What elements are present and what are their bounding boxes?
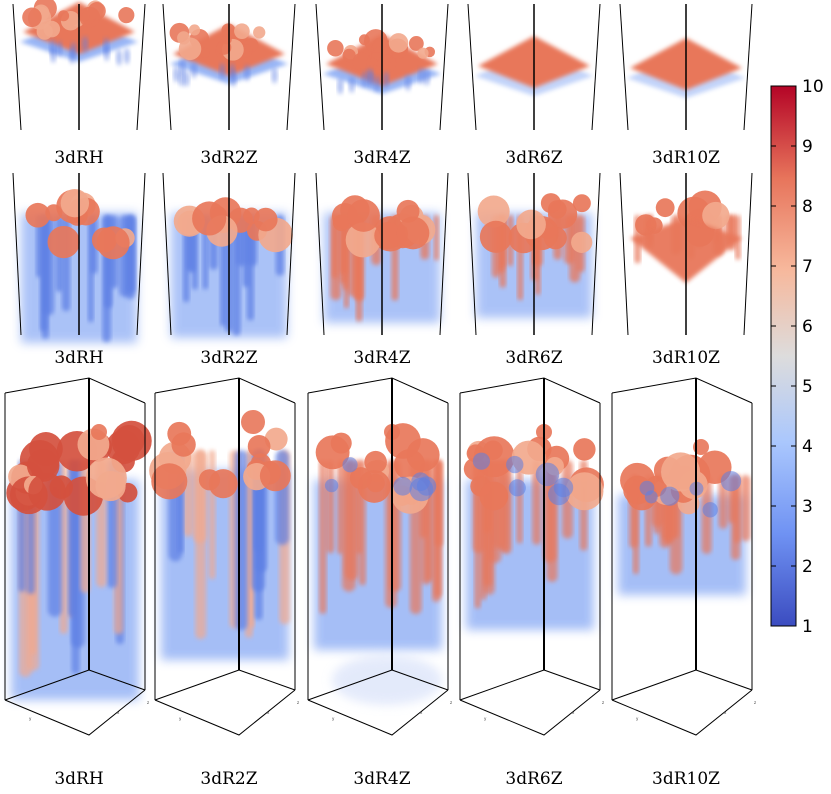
colorbar-tick-label: 3: [802, 497, 813, 517]
panel-r1-c3: 3dR4Z: [315, 3, 449, 168]
panel-label: 3dR6Z: [505, 148, 562, 168]
panel-label: 3dR2Z: [200, 148, 257, 168]
box-edge-right: [136, 172, 146, 336]
box-frame: [307, 377, 449, 736]
panel-r1-c5: 3dR10Z: [619, 3, 753, 168]
box-edge-right: [439, 172, 449, 336]
colorbar-tick-label: 2: [802, 557, 813, 577]
panel-r3-c1: y x z 3dRH: [4, 377, 152, 789]
panel-r1-c4: 3dR6Z: [467, 3, 601, 168]
axis-label-z: z: [602, 700, 604, 705]
colorbar-tick-label: 8: [802, 197, 813, 217]
panel-label: 3dR10Z: [652, 348, 720, 368]
box-edge-right: [286, 172, 296, 336]
panel-r2-c1: 3dRH: [12, 172, 146, 368]
panel-label: 3dR4Z: [353, 348, 410, 368]
axis-label-x: x: [117, 710, 120, 715]
box-edge-right: [591, 3, 601, 131]
box-frame: [4, 377, 146, 736]
axis-label-z: z: [450, 700, 452, 705]
colorbar-bar: [770, 85, 797, 627]
colorbar-tick-label: 6: [802, 317, 813, 337]
volume-render: [314, 423, 443, 705]
volume-render: [149, 410, 291, 660]
panel-label: 3dRH: [54, 348, 103, 368]
box-edge-right: [743, 172, 753, 336]
panel-label: 3dR6Z: [505, 348, 562, 368]
box-edge-left: [162, 172, 172, 336]
panel-label: 3dR4Z: [353, 148, 410, 168]
box-edge-left: [12, 172, 22, 336]
colorbar-tick-label: 5: [802, 377, 813, 397]
panel-r3-c5: y x z 3dR10Z: [611, 377, 756, 789]
box-frame: [459, 377, 601, 736]
colorbar: 1 2 3 4 5 6 7 8 9 10: [770, 77, 824, 637]
panel-r1-c1: 3dRH: [12, 0, 146, 168]
axis-label-y: y: [29, 716, 32, 721]
box-edge-right: [136, 3, 146, 131]
panel-label: 3dR2Z: [200, 348, 257, 368]
box-edge-left: [467, 3, 477, 131]
box-edge-right: [439, 3, 449, 131]
panel-r2-c2: 3dR2Z: [162, 172, 296, 368]
panel-r3-c3: y x z 3dR4Z: [307, 377, 452, 789]
colorbar-tick-label: 4: [802, 437, 813, 457]
panel-label: 3dR6Z: [505, 769, 562, 789]
box-edge-right: [286, 3, 296, 131]
panel-r3-c4: y x z 3dR6Z: [459, 377, 604, 789]
panel-r1-c2: 3dR2Z: [162, 3, 296, 168]
volume-render: [171, 197, 293, 338]
colorbar-tick-label: 10: [802, 77, 824, 97]
colorbar-tick-label: 9: [802, 137, 813, 157]
axis-label-x: x: [724, 710, 727, 715]
axis-label-y: y: [636, 716, 639, 721]
box-edge-left: [315, 172, 325, 336]
axis-label-z: z: [297, 700, 299, 705]
panel-r2-c4: 3dR6Z: [467, 172, 601, 368]
box-edge-left: [619, 3, 629, 131]
panel-label: 3dR10Z: [652, 148, 720, 168]
panel-label: 3dR2Z: [200, 769, 257, 789]
box-edge-right: [743, 3, 753, 131]
axis-label-x: x: [420, 710, 423, 715]
axis-label-x: x: [267, 710, 270, 715]
volume-render: [463, 424, 604, 630]
box-edge-left: [12, 3, 22, 131]
axis-label-y: y: [332, 716, 335, 721]
colorbar-ticks: 1 2 3 4 5 6 7 8 9 10: [771, 77, 824, 637]
box-edge-left: [619, 172, 629, 336]
axis-label-x: x: [572, 710, 575, 715]
panel-r2-c3: 3dR4Z: [315, 172, 449, 368]
colorbar-tick-label: 7: [802, 257, 813, 277]
panel-grid: 3dRH 3dR2Z 3dR4Z 3dR6Z 3dR10Z 3dRH 3dR2Z 3dR4Z 3…: [4, 0, 756, 789]
panel-r3-c2: y x z 3dR2Z: [149, 377, 299, 789]
box-edge-left: [467, 172, 477, 336]
box-edge-left: [162, 3, 172, 131]
panel-label: 3dRH: [54, 769, 103, 789]
box-edge-right: [591, 172, 601, 336]
box-frame: [154, 377, 296, 736]
volume-render: [6, 420, 152, 700]
panel-label: 3dR4Z: [353, 769, 410, 789]
panel-label: 3dRH: [54, 148, 103, 168]
axis-label-y: y: [179, 716, 182, 721]
box-frame: [611, 377, 753, 736]
axis-label-z: z: [754, 700, 756, 705]
panel-label: 3dR10Z: [652, 769, 720, 789]
volume-render: [618, 439, 751, 595]
axis-label-y: y: [484, 716, 487, 721]
axis-label-z: z: [147, 700, 149, 705]
panel-r2-c5: 3dR10Z: [619, 172, 753, 368]
colorbar-tick-label: 1: [802, 617, 813, 637]
box-edge-left: [315, 3, 325, 131]
